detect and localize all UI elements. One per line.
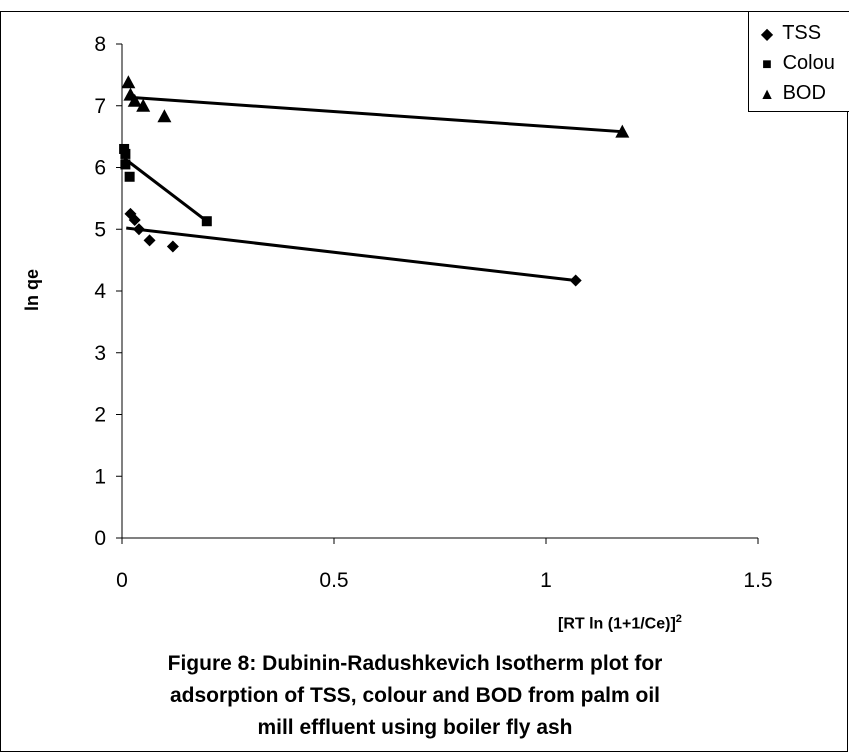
point-tss <box>570 275 582 287</box>
point-bod <box>121 75 135 88</box>
point-tss <box>167 241 179 253</box>
trendlines <box>124 97 622 280</box>
trendline-colour <box>124 158 207 221</box>
x-axis-label-superscript: 2 <box>676 613 682 625</box>
point-colour <box>125 172 135 182</box>
y-tick-label: 1 <box>94 465 106 488</box>
x-axis-label-text: [RT ln (1+1/Ce)] <box>558 615 676 632</box>
x-axis-label: [RT ln (1+1/Ce)]2 <box>558 613 682 633</box>
y-tick-label: 7 <box>94 95 106 118</box>
y-tick-label: 0 <box>94 527 106 550</box>
y-tick-label: 2 <box>94 404 106 427</box>
point-colour <box>202 216 212 226</box>
point-tss <box>144 234 156 246</box>
point-colour <box>120 159 130 169</box>
trendline-tss <box>126 228 575 280</box>
x-tick-label: 1 <box>540 569 552 592</box>
legend-label-tss: TSS <box>782 22 821 44</box>
point-bod <box>157 109 171 122</box>
y-tick-label: 5 <box>94 218 106 241</box>
y-tick-label: 8 <box>94 33 106 56</box>
point-colour <box>120 149 130 159</box>
caption-line-3: mill effluent using boiler fly ash <box>90 712 740 744</box>
x-tick-label: 0.5 <box>319 569 348 592</box>
square-marker-icon: ■ <box>757 50 777 80</box>
figure-caption: Figure 8: Dubinin-Radushkevich Isotherm … <box>90 648 740 744</box>
y-axis-label: ln qe <box>22 269 42 311</box>
legend-item-bod: ▲ BOD <box>757 78 826 108</box>
y-tick-label: 3 <box>94 342 106 365</box>
caption-line-2: adsorption of TSS, colour and BOD from p… <box>90 680 740 712</box>
data-points <box>119 75 629 286</box>
legend: ◆ TSS ■ Colou ▲ BOD <box>748 11 849 112</box>
legend-item-tss: ◆ TSS <box>757 18 821 48</box>
trendline-bod <box>126 97 622 132</box>
x-tick-label: 1.5 <box>743 569 772 592</box>
caption-line-1: Figure 8: Dubinin-Radushkevich Isotherm … <box>90 648 740 680</box>
y-tick-label: 4 <box>94 280 106 303</box>
y-tick-label: 6 <box>94 157 106 180</box>
diamond-marker-icon: ◆ <box>757 20 777 50</box>
legend-label-colour: Colou <box>783 52 835 74</box>
triangle-marker-icon: ▲ <box>757 80 777 110</box>
legend-item-colour: ■ Colou <box>757 48 835 78</box>
axes: 0 1 2 3 4 5 6 7 8 0 0.5 1 1.5 <box>94 33 772 592</box>
legend-label-bod: BOD <box>783 82 826 104</box>
x-tick-label: 0 <box>116 569 128 592</box>
